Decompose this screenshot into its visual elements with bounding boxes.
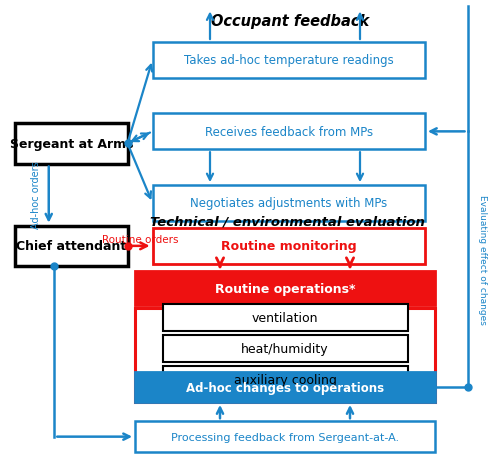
Text: Receives feedback from MPs: Receives feedback from MPs xyxy=(204,126,373,139)
Bar xyxy=(15,226,128,267)
Bar xyxy=(162,305,408,331)
Text: Occupant feedback: Occupant feedback xyxy=(211,14,369,29)
Bar xyxy=(152,114,425,150)
Bar xyxy=(135,373,435,402)
Text: Negotiates adjustments with MPs: Negotiates adjustments with MPs xyxy=(190,197,388,210)
Text: Processing feedback from Sergeant-at-A.: Processing feedback from Sergeant-at-A. xyxy=(171,432,399,442)
Text: Routine operations*: Routine operations* xyxy=(215,282,356,295)
Bar xyxy=(135,271,435,306)
Text: Sergeant at Arms: Sergeant at Arms xyxy=(10,138,133,150)
Text: Routine orders: Routine orders xyxy=(102,234,178,244)
Text: Ad-hoc changes to operations: Ad-hoc changes to operations xyxy=(186,381,384,394)
Text: Chief attendant: Chief attendant xyxy=(16,240,126,253)
Bar xyxy=(152,228,425,264)
Text: Takes ad-hoc temperature readings: Takes ad-hoc temperature readings xyxy=(184,54,394,67)
Text: Ad-hoc orders: Ad-hoc orders xyxy=(32,161,42,229)
Text: Routine monitoring: Routine monitoring xyxy=(221,240,356,253)
Bar xyxy=(152,186,425,221)
Bar xyxy=(162,336,408,362)
Bar xyxy=(162,367,408,393)
Text: auxiliary cooling: auxiliary cooling xyxy=(234,373,336,386)
Bar xyxy=(15,124,128,164)
Text: ventilation: ventilation xyxy=(252,311,318,324)
Bar xyxy=(135,421,435,452)
Text: Technical / environmental evaluation: Technical / environmental evaluation xyxy=(150,215,425,228)
Bar xyxy=(152,43,425,79)
Bar xyxy=(135,308,435,402)
Text: heat/humidity: heat/humidity xyxy=(241,342,329,355)
Text: Evaluating effect of changes: Evaluating effect of changes xyxy=(478,195,487,325)
